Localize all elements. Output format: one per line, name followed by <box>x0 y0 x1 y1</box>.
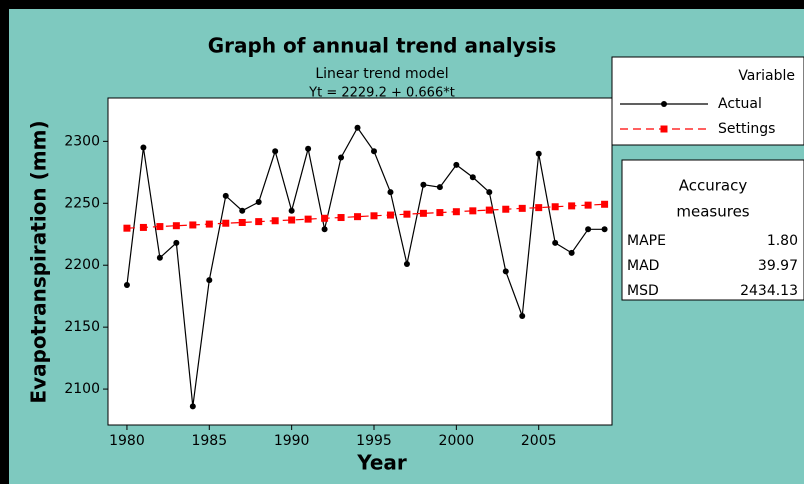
chart-title: Graph of annual trend analysis <box>208 34 557 58</box>
marker <box>519 313 526 319</box>
accuracy-key: MSD <box>627 283 659 299</box>
series-line <box>126 126 605 407</box>
x-axis-label: Year <box>356 451 407 475</box>
marker <box>551 203 559 211</box>
marker <box>173 239 180 246</box>
marker <box>469 174 476 181</box>
marker <box>238 218 246 226</box>
accuracy-title: Accuracy <box>679 177 748 195</box>
marker <box>584 201 592 209</box>
x-tick-label: 2000 <box>439 433 475 449</box>
marker <box>288 207 295 214</box>
legend-label: Actual <box>718 96 762 112</box>
y-tick-label: 2200 <box>64 257 100 273</box>
marker <box>123 224 131 232</box>
marker <box>272 148 279 155</box>
left-border <box>0 0 9 484</box>
x-tick-label: 1995 <box>356 433 392 449</box>
marker <box>140 144 147 151</box>
marker <box>255 199 262 206</box>
marker <box>271 217 279 225</box>
marker <box>288 216 296 224</box>
legend-title: Variable <box>738 68 795 84</box>
x-tick-label: 1990 <box>274 433 310 449</box>
marker <box>205 220 213 228</box>
marker <box>305 145 312 152</box>
marker <box>338 154 345 161</box>
marker <box>420 181 427 188</box>
marker <box>585 226 592 233</box>
marker <box>172 222 180 230</box>
marker <box>436 184 443 191</box>
marker <box>601 200 609 208</box>
x-tick-label: 1980 <box>109 433 145 449</box>
legend <box>611 56 804 146</box>
marker <box>568 249 575 256</box>
marker <box>123 282 130 289</box>
top-border <box>0 0 804 9</box>
accuracy-value: 39.97 <box>758 258 798 274</box>
marker <box>370 212 378 220</box>
marker <box>502 205 510 213</box>
marker <box>660 125 668 133</box>
y-tick-label: 2250 <box>64 195 100 211</box>
accuracy-key: MAD <box>627 258 659 274</box>
marker <box>239 207 246 214</box>
marker <box>518 204 526 212</box>
marker <box>453 161 460 168</box>
marker <box>568 202 576 210</box>
marker <box>452 208 460 216</box>
marker <box>436 209 444 217</box>
marker <box>255 218 263 226</box>
marker <box>403 210 411 218</box>
x-tick-label: 2005 <box>521 433 557 449</box>
marker <box>419 209 427 217</box>
x-tick-label: 1985 <box>191 433 227 449</box>
marker <box>601 226 608 233</box>
marker <box>486 189 493 196</box>
legend-label: Settings <box>718 121 775 137</box>
marker <box>206 277 213 284</box>
marker <box>304 215 312 223</box>
marker <box>535 150 542 157</box>
marker <box>156 223 164 231</box>
marker <box>371 148 377 155</box>
marker <box>535 204 543 212</box>
marker <box>386 211 394 219</box>
marker <box>354 124 361 131</box>
subtitle: Linear trend model <box>315 66 448 82</box>
marker <box>337 214 345 222</box>
marker <box>321 214 329 222</box>
marker <box>661 101 667 107</box>
marker <box>222 219 230 227</box>
accuracy-value: 1.80 <box>767 233 798 249</box>
marker <box>485 206 493 214</box>
marker <box>552 239 559 246</box>
accuracy-value: 2434.13 <box>740 283 798 299</box>
marker <box>189 221 197 229</box>
marker <box>321 226 328 233</box>
marker <box>189 403 196 410</box>
marker <box>387 189 394 196</box>
y-axis-label: Evapotranspiration (mm) <box>27 120 51 403</box>
plot-area <box>107 97 613 426</box>
accuracy-box <box>621 159 804 301</box>
marker <box>502 268 509 275</box>
marker <box>156 254 163 261</box>
marker <box>222 192 229 199</box>
accuracy-key: MAPE <box>627 233 666 249</box>
y-tick-label: 2100 <box>64 381 100 397</box>
marker <box>354 213 362 221</box>
marker <box>469 207 477 215</box>
equation: Yt = 2229.2 + 0.666*t <box>308 86 455 101</box>
y-tick-label: 2150 <box>64 319 100 335</box>
marker <box>403 260 410 267</box>
marker <box>139 223 147 231</box>
accuracy-title: measures <box>676 203 749 221</box>
y-tick-label: 2300 <box>64 133 100 149</box>
